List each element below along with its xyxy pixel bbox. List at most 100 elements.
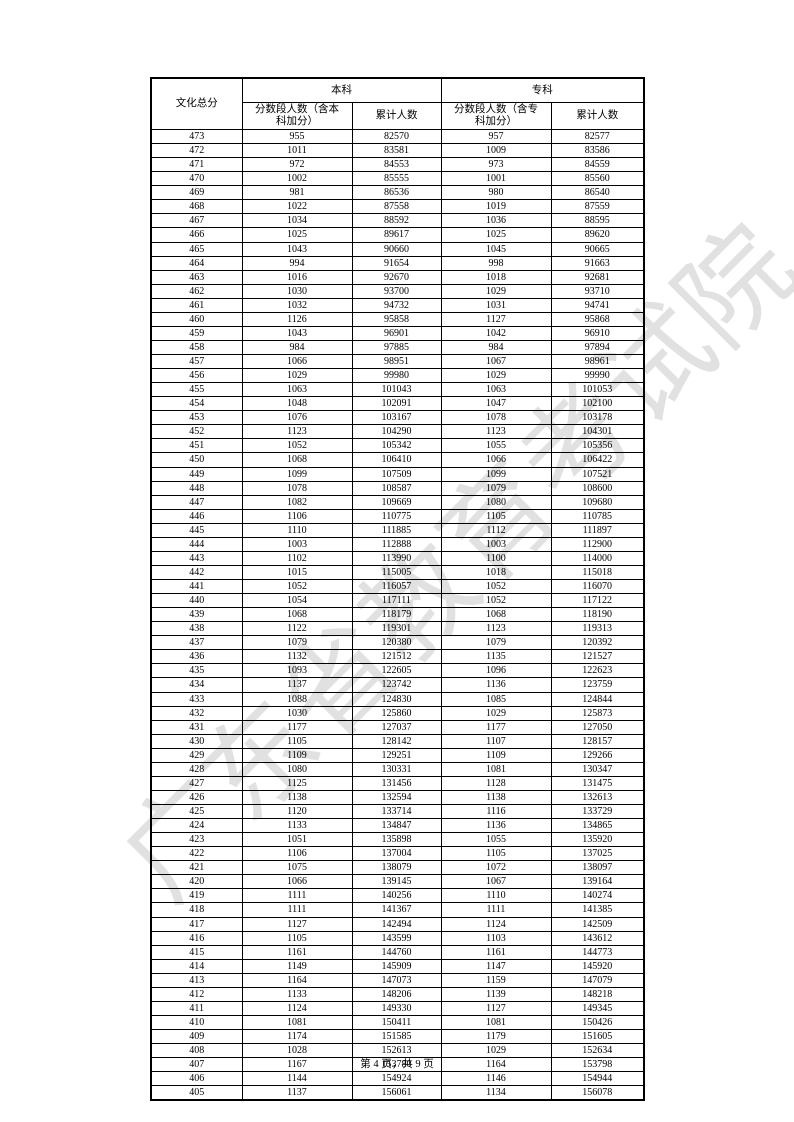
table-row: 427 1125 131456 1128 131475 [150, 775, 645, 791]
table-cell: 86536 [351, 185, 442, 201]
table-cell: 1123 [440, 621, 552, 637]
table-cell: 413 [150, 972, 243, 988]
table-cell: 1123 [440, 424, 552, 440]
table-cell: 130331 [351, 761, 442, 777]
table-cell: 103167 [351, 410, 442, 426]
table-cell: 92670 [351, 269, 442, 285]
table-cell: 1063 [241, 382, 353, 398]
table-cell: 156078 [550, 1085, 645, 1101]
table-cell: 97885 [351, 339, 442, 356]
table-cell: 452 [150, 424, 243, 440]
table-cell: 1164 [241, 972, 353, 988]
table-cell: 103178 [550, 410, 645, 426]
table-cell: 457 [150, 353, 243, 370]
table-cell: 1136 [440, 818, 552, 834]
table-cell: 1133 [241, 986, 353, 1002]
table-cell: 1124 [241, 1000, 353, 1016]
table-cell: 434 [150, 677, 243, 693]
table-cell: 91654 [351, 255, 442, 271]
table-row: 447 1082 109669 1080 109680 [150, 494, 645, 510]
table-cell: 1174 [241, 1028, 353, 1045]
table-cell: 454 [150, 396, 243, 412]
table-cell: 1025 [440, 227, 552, 243]
table-cell: 1036 [440, 213, 552, 229]
table-cell: 105356 [550, 438, 645, 454]
table-cell: 467 [150, 213, 243, 229]
table-cell: 101053 [550, 382, 645, 398]
table-cell: 97894 [550, 339, 645, 356]
table-cell: 1029 [241, 368, 353, 384]
table-cell: 120392 [550, 635, 645, 651]
table-cell: 1137 [241, 677, 353, 693]
table-cell: 1177 [241, 719, 353, 735]
table-row: 471 972 84553 973 84559 [150, 157, 645, 173]
table-cell: 411 [150, 1000, 243, 1016]
table-cell: 445 [150, 522, 243, 538]
table-cell: 1132 [241, 649, 353, 665]
table-cell: 1112 [440, 522, 552, 538]
page-number-footer: 第 4 页，共 9 页 [360, 1059, 434, 1070]
table-cell: 131475 [550, 775, 645, 791]
table-row: 437 1079 120380 1079 120392 [150, 635, 645, 651]
table-cell: 123759 [550, 677, 645, 693]
table-row: 446 1106 110775 1105 110785 [150, 508, 645, 524]
table-row: 459 1043 96901 1042 96910 [150, 325, 645, 341]
table-cell: 955 [241, 128, 353, 145]
table-row: 409 1174 151585 1179 151605 [150, 1028, 645, 1045]
table-cell: 463 [150, 269, 243, 285]
table-cell: 129266 [550, 747, 645, 763]
table-cell: 416 [150, 930, 243, 946]
table-cell: 150411 [351, 1014, 442, 1031]
table-cell: 1082 [241, 494, 353, 510]
table-cell: 1051 [241, 832, 353, 848]
table-cell: 107509 [351, 466, 442, 482]
table-cell: 147079 [550, 972, 645, 988]
table-cell: 105342 [351, 438, 442, 454]
table-cell: 1001 [440, 171, 552, 187]
table-cell: 1135 [440, 649, 552, 665]
table-cell: 461 [150, 297, 243, 313]
table-row: 444 1003 112888 1003 112900 [150, 536, 645, 552]
table-cell: 1179 [440, 1028, 552, 1045]
table-cell: 473 [150, 128, 243, 145]
table-cell: 82577 [550, 128, 645, 145]
table-cell: 1128 [440, 775, 552, 791]
table-cell: 110775 [351, 508, 442, 524]
table-cell: 1081 [440, 761, 552, 777]
table-cell: 984 [440, 339, 552, 356]
table-cell: 1018 [440, 269, 552, 285]
table-row: 431 1177 127037 1177 127050 [150, 719, 645, 735]
table-cell: 1052 [241, 438, 353, 454]
table-cell: 1043 [241, 241, 353, 257]
table-row: 440 1054 117111 1052 117122 [150, 593, 645, 609]
table-cell: 84553 [351, 157, 442, 173]
table-cell: 145909 [351, 958, 442, 974]
table-row: 462 1030 93700 1029 93710 [150, 283, 645, 299]
table-cell: 142494 [351, 916, 442, 932]
table-row: 434 1137 123742 1136 123759 [150, 677, 645, 693]
table-cell: 456 [150, 368, 243, 384]
table-row: 419 1111 140256 1110 140274 [150, 888, 645, 904]
table-cell: 88592 [351, 213, 442, 229]
table-row: 414 1149 145909 1147 145920 [150, 958, 645, 974]
table-cell: 464 [150, 255, 243, 271]
table-cell: 154944 [550, 1071, 645, 1087]
table-cell: 148206 [351, 986, 442, 1002]
table-cell: 1078 [241, 480, 353, 496]
table-row: 452 1123 104290 1123 104301 [150, 424, 645, 440]
table-row: 443 1102 113990 1100 114000 [150, 550, 645, 566]
table-cell: 1079 [440, 480, 552, 496]
table-row: 406 1144 154924 1146 154944 [150, 1071, 645, 1087]
table-cell: 1106 [241, 846, 353, 862]
table-cell: 1067 [440, 874, 552, 890]
table-cell: 1052 [440, 593, 552, 609]
table-cell: 102100 [550, 396, 645, 412]
table-cell: 137025 [550, 846, 645, 862]
table-cell: 446 [150, 508, 243, 524]
table-cell: 141367 [351, 902, 442, 918]
table-cell: 86540 [550, 185, 645, 201]
table-cell: 94732 [351, 297, 442, 313]
header-group-zhuanke: 专科 [440, 77, 645, 103]
table-cell: 93700 [351, 283, 442, 299]
table-cell: 128142 [351, 733, 442, 749]
